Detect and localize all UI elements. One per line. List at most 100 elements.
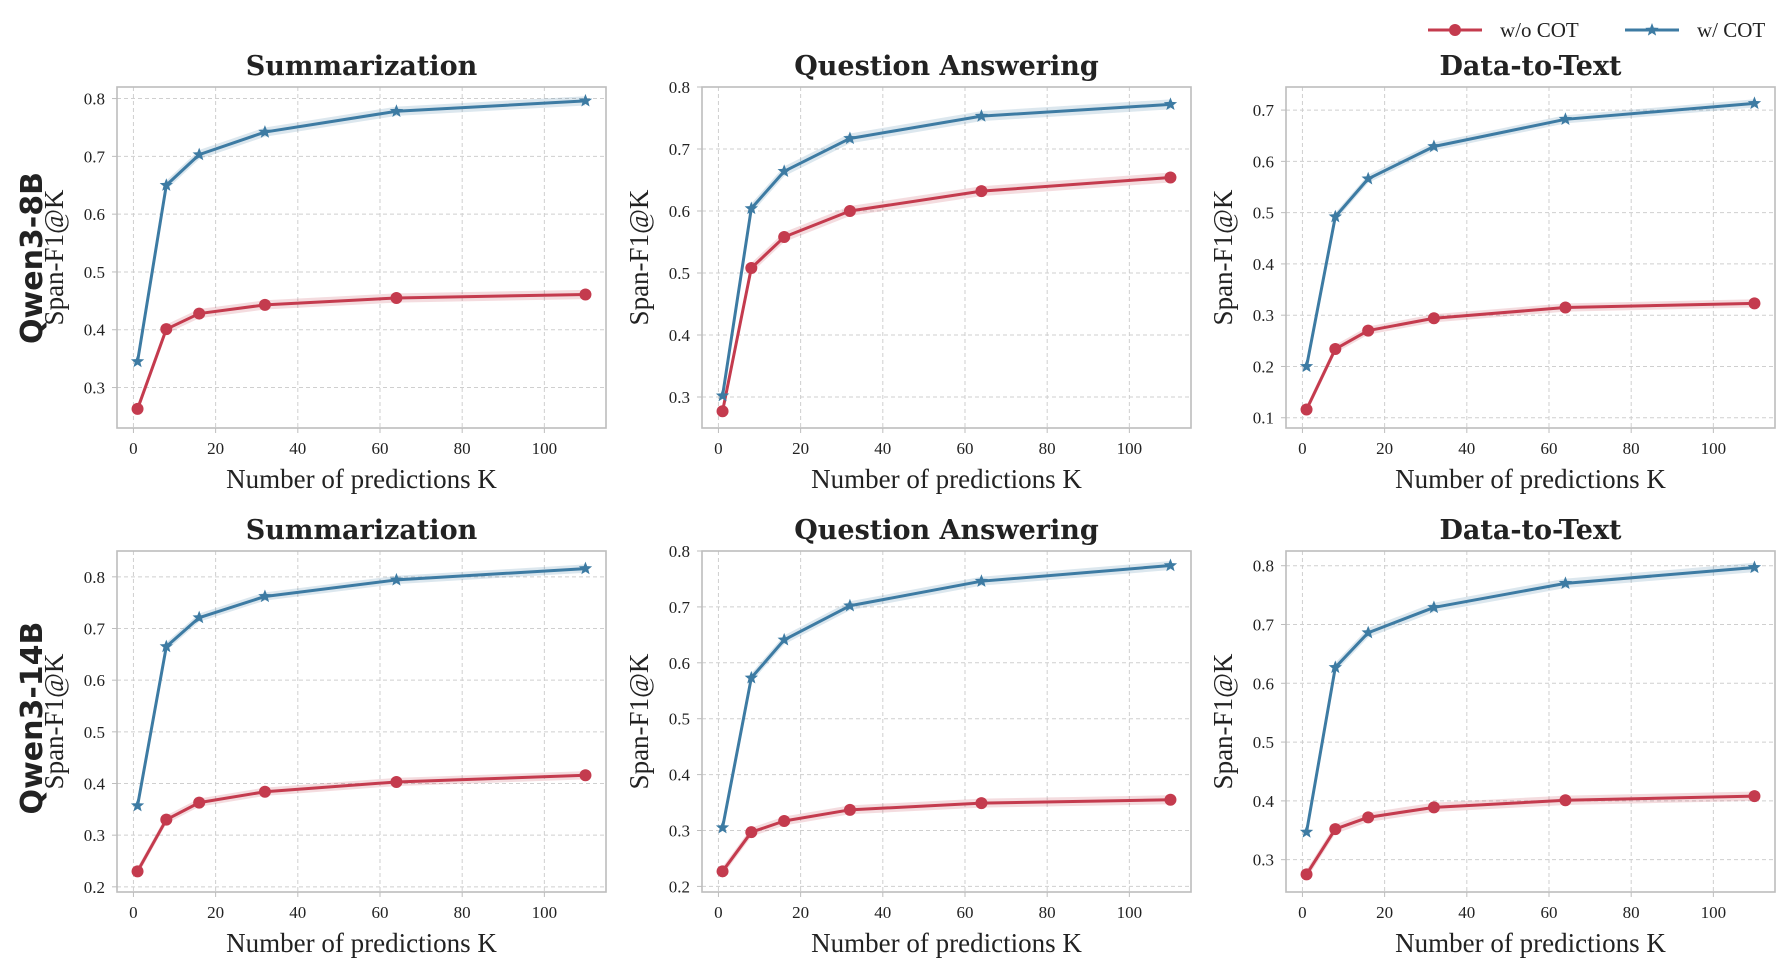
x-tick-label: 100 bbox=[532, 439, 558, 458]
data-point-circle bbox=[193, 796, 206, 809]
x-tick-label: 60 bbox=[956, 903, 973, 922]
data-point-star bbox=[1299, 359, 1314, 373]
series-with-cot bbox=[715, 97, 1178, 402]
confidence-band bbox=[1306, 299, 1755, 414]
series-without-cot bbox=[716, 171, 1177, 418]
x-tick-label: 40 bbox=[874, 439, 891, 458]
data-point-circle bbox=[390, 775, 403, 788]
y-tick-label: 0.7 bbox=[1253, 615, 1275, 634]
x-tick-label: 100 bbox=[1117, 903, 1143, 922]
data-point-circle bbox=[1559, 794, 1572, 807]
legend-star-marker bbox=[1645, 23, 1659, 36]
panel-title: Question Answering bbox=[794, 515, 1099, 546]
gridlines bbox=[1286, 87, 1775, 428]
data-point-star bbox=[1299, 825, 1314, 838]
data-point-circle bbox=[975, 797, 988, 810]
gridlines bbox=[702, 550, 1191, 892]
x-tick-label: 40 bbox=[1458, 439, 1475, 458]
x-tick-label: 20 bbox=[207, 439, 224, 458]
data-point-star bbox=[1747, 560, 1762, 574]
x-tick-label: 60 bbox=[371, 439, 388, 458]
gridlines bbox=[702, 86, 1191, 428]
data-point-star bbox=[578, 93, 593, 107]
data-point-circle bbox=[1329, 343, 1342, 356]
gridlines bbox=[117, 551, 606, 892]
data-point-circle bbox=[1164, 793, 1177, 806]
panel-summarization-row-1: 0 20 40 60 80 100 0.3 0.4 0.5 0.6 0.7 0.8 Summarizat… bbox=[39, 51, 607, 494]
x-tick-label: 0 bbox=[129, 439, 138, 458]
confidence-band bbox=[137, 289, 586, 414]
x-tick-label: 20 bbox=[1376, 903, 1393, 922]
x-tick-label: 40 bbox=[1458, 903, 1475, 922]
data-point-circle bbox=[258, 298, 271, 311]
data-point-star bbox=[192, 610, 206, 624]
data-point-star bbox=[1747, 96, 1762, 110]
series-line bbox=[136, 773, 586, 873]
plot-frame bbox=[701, 86, 1192, 429]
legend-item-without-cot: w/o COT bbox=[1428, 18, 1579, 42]
data-point-star bbox=[1328, 209, 1342, 223]
legend-label: w/ COT bbox=[1697, 18, 1765, 42]
confidence-band bbox=[1306, 791, 1755, 880]
series-line bbox=[1305, 565, 1755, 833]
plot-frame bbox=[1285, 86, 1776, 429]
y-tick-label: 0.3 bbox=[1253, 306, 1274, 325]
data-point-star bbox=[974, 574, 989, 587]
series-with-cot bbox=[1299, 96, 1762, 373]
data-point-circle bbox=[160, 323, 173, 336]
x-tick-label: 20 bbox=[792, 903, 809, 922]
y-tick-label: 0.2 bbox=[84, 878, 105, 897]
data-point-star bbox=[130, 354, 145, 368]
data-point-star bbox=[1558, 112, 1573, 125]
data-point-star bbox=[843, 131, 857, 145]
series-without-cot bbox=[716, 793, 1177, 878]
series-with-cot bbox=[130, 561, 593, 812]
data-point-circle bbox=[716, 865, 729, 878]
gridlines bbox=[1286, 551, 1775, 892]
panel-data-to-text-row-2: 0 20 40 60 80 100 0.3 0.4 0.5 0.6 0.7 0.8 Data-to-Te… bbox=[1208, 515, 1776, 958]
panel-question-answering-row-1: 0 20 40 60 80 100 0.3 0.4 0.5 0.6 0.7 0.8 Question A… bbox=[624, 51, 1192, 494]
series-line bbox=[721, 176, 1171, 412]
x-tick-label: 0 bbox=[129, 903, 138, 922]
y-tick-label: 0.2 bbox=[669, 877, 690, 896]
y-tick-label: 0.5 bbox=[1253, 204, 1274, 223]
confidence-band bbox=[137, 771, 586, 876]
y-tick-label: 0.8 bbox=[669, 542, 690, 561]
panel-title: Question Answering bbox=[794, 51, 1099, 82]
data-point-star bbox=[1163, 558, 1178, 572]
series-with-cot bbox=[130, 93, 593, 368]
y-tick-label: 0.4 bbox=[669, 766, 691, 785]
y-tick-label: 0.3 bbox=[669, 822, 690, 841]
series-without-cot bbox=[131, 288, 592, 415]
y-tick-label: 0.4 bbox=[669, 326, 691, 345]
data-point-star bbox=[389, 104, 404, 117]
x-tick-label: 80 bbox=[1039, 903, 1056, 922]
data-point-star bbox=[159, 178, 173, 191]
confidence-band bbox=[722, 99, 1171, 401]
x-tick-label: 60 bbox=[1540, 903, 1557, 922]
data-point-star bbox=[258, 125, 272, 138]
x-axis-label: Number of predictions K bbox=[811, 464, 1082, 494]
data-point-circle bbox=[716, 405, 729, 418]
data-point-star bbox=[1427, 139, 1441, 153]
y-tick-label: 0.1 bbox=[1253, 409, 1274, 428]
y-axis-label: Span-F1@K bbox=[39, 653, 69, 789]
legend-label: w/o COT bbox=[1500, 18, 1579, 42]
y-tick-label: 0.8 bbox=[669, 78, 690, 97]
legend: w/o COT w/ COT bbox=[1428, 18, 1765, 42]
y-axis-label: Span-F1@K bbox=[624, 189, 654, 325]
y-tick-label: 0.6 bbox=[669, 654, 690, 673]
y-tick-label: 0.7 bbox=[669, 598, 691, 617]
plot-frame bbox=[701, 550, 1192, 893]
x-tick-label: 60 bbox=[1540, 439, 1557, 458]
x-tick-label: 80 bbox=[1623, 903, 1640, 922]
series-line bbox=[1305, 301, 1755, 411]
x-axis-label: Number of predictions K bbox=[811, 928, 1082, 958]
y-tick-label: 0.6 bbox=[1253, 152, 1274, 171]
series-without-cot bbox=[131, 769, 592, 878]
y-tick-label: 0.4 bbox=[84, 321, 106, 340]
x-tick-label: 40 bbox=[289, 439, 306, 458]
y-tick-label: 0.4 bbox=[84, 775, 106, 794]
data-point-star bbox=[1163, 97, 1178, 111]
x-axis-label: Number of predictions K bbox=[1395, 464, 1666, 494]
